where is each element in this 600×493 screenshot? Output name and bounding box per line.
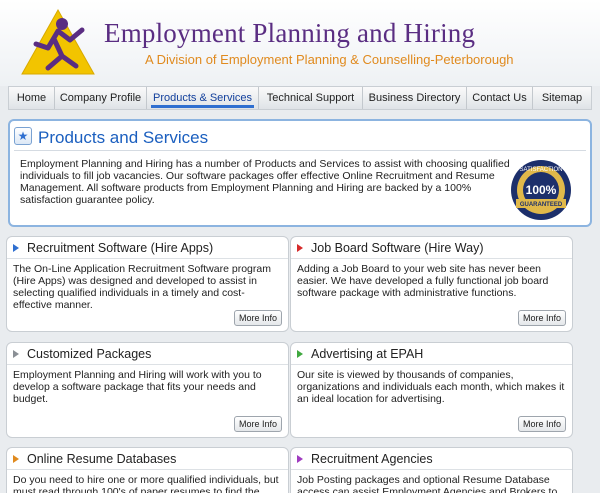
card-title[interactable]: Advertising at EPAH xyxy=(311,346,424,361)
card-header: Job Board Software (Hire Way) xyxy=(291,237,572,259)
card-title[interactable]: Job Board Software (Hire Way) xyxy=(311,240,484,255)
card-title[interactable]: Recruitment Agencies xyxy=(311,451,433,466)
nav-contact-us[interactable]: Contact Us xyxy=(467,87,533,109)
arrow-right-icon xyxy=(297,243,303,252)
card-job-board-software: Job Board Software (Hire Way) Adding a J… xyxy=(290,236,573,332)
nav-products-services[interactable]: Products & Services xyxy=(147,87,259,109)
card-recruitment-software: Recruitment Software (Hire Apps) The On-… xyxy=(6,236,289,332)
card-advertising: Advertising at EPAH Our site is viewed b… xyxy=(290,342,573,438)
more-info-button[interactable]: More Info xyxy=(234,416,282,432)
seal-bottom-text: GUARANTEED xyxy=(520,202,563,208)
site-subtitle: A Division of Employment Planning & Coun… xyxy=(145,52,514,67)
card-text: Do you need to hire one or more qualifie… xyxy=(13,474,279,493)
intro-text: Employment Planning and Hiring has a num… xyxy=(20,158,510,206)
nav-sitemap[interactable]: Sitemap xyxy=(541,92,583,104)
nav-technical-support[interactable]: Technical Support xyxy=(259,87,363,109)
card-text: Job Posting packages and optional Resume… xyxy=(297,474,558,493)
card-text: Adding a Job Board to your web site has … xyxy=(297,263,549,299)
card-header: Recruitment Agencies xyxy=(291,448,572,470)
satisfaction-guarantee-seal-icon: SATISFACTION 100% GUARANTEED xyxy=(511,160,571,220)
card-customized-packages: Customized Packages Employment Planning … xyxy=(6,342,289,438)
card-header: Online Resume Databases xyxy=(7,448,288,470)
seal-center-text: 100% xyxy=(526,183,557,197)
card-title[interactable]: Online Resume Databases xyxy=(27,451,177,466)
card-text: Our site is viewed by thousands of compa… xyxy=(297,369,565,405)
nav-home[interactable]: Home xyxy=(9,87,55,109)
card-header: Recruitment Software (Hire Apps) xyxy=(7,237,288,259)
page-title: Products and Services xyxy=(38,128,209,147)
site-title: Employment Planning and Hiring xyxy=(104,18,476,48)
star-icon: ★ xyxy=(14,127,32,145)
arrow-right-icon xyxy=(13,243,19,252)
arrow-right-icon xyxy=(13,349,19,358)
products-intro-panel: ★ Products and Services Employment Plann… xyxy=(8,119,592,227)
seal-top-text: SATISFACTION xyxy=(520,167,563,173)
card-header: Customized Packages xyxy=(7,343,288,365)
company-logo[interactable] xyxy=(18,6,98,78)
arrow-right-icon xyxy=(13,454,19,463)
card-text: The On-Line Application Recruitment Soft… xyxy=(13,263,271,311)
card-title[interactable]: Customized Packages xyxy=(27,346,152,361)
card-recruitment-agencies: Recruitment Agencies Job Posting package… xyxy=(290,447,573,493)
card-text: Employment Planning and Hiring will work… xyxy=(13,369,262,405)
nav-company-profile[interactable]: Company Profile xyxy=(55,87,147,109)
card-title[interactable]: Recruitment Software (Hire Apps) xyxy=(27,240,214,255)
more-info-button[interactable]: More Info xyxy=(518,416,566,432)
nav-business-directory[interactable]: Business Directory xyxy=(363,87,467,109)
card-header: Advertising at EPAH xyxy=(291,343,572,365)
card-online-resume-databases: Online Resume Databases Do you need to h… xyxy=(6,447,289,493)
site-header: Employment Planning and Hiring A Divisio… xyxy=(0,0,600,86)
divider xyxy=(14,150,586,151)
more-info-button[interactable]: More Info xyxy=(234,310,282,326)
arrow-right-icon xyxy=(297,454,303,463)
main-nav: Home Company Profile Products & Services… xyxy=(8,86,592,110)
arrow-right-icon xyxy=(297,349,303,358)
more-info-button[interactable]: More Info xyxy=(518,310,566,326)
